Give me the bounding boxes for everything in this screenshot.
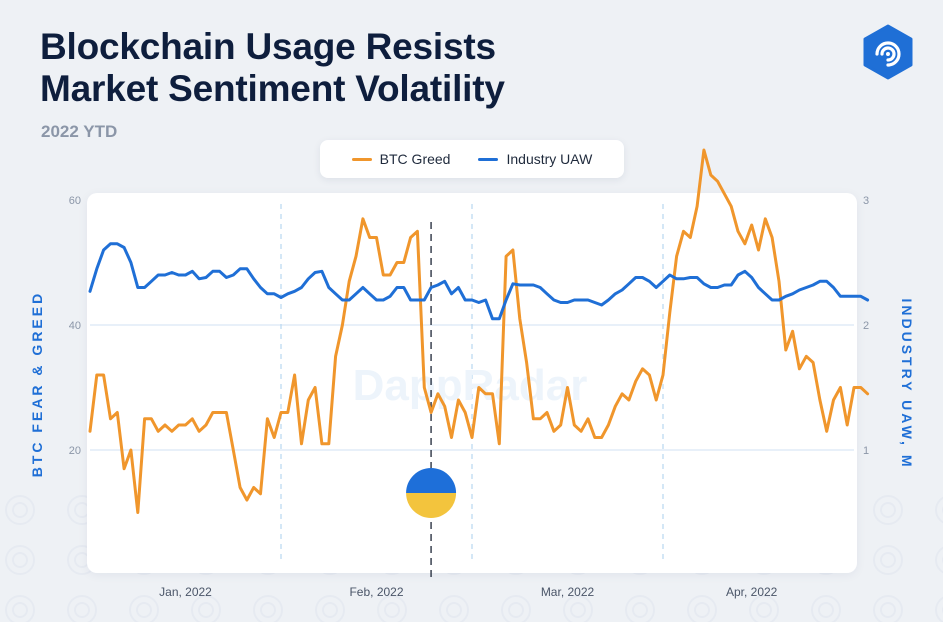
pattern-ring-icon (687, 595, 717, 622)
series-line-btc-greed (88, 148, 870, 514)
pattern-ring-icon (935, 496, 943, 524)
pattern-ring-icon (873, 595, 903, 622)
pattern-ring-icon (811, 595, 841, 622)
legend-swatch-uaw (478, 157, 499, 161)
x-tick-label: Jan, 2022 (159, 585, 212, 599)
right-tick-label: 3 (863, 195, 869, 207)
chart-series (88, 148, 870, 514)
chart-legend: BTC Greed Industry UAW (320, 140, 624, 178)
pattern-ring-icon (5, 495, 35, 525)
ukraine-flag-icon (406, 467, 457, 518)
pattern-ring-icon (377, 595, 407, 622)
pattern-ring-icon (625, 595, 655, 622)
pattern-ring-icon (563, 595, 593, 622)
right-tick-label: 1 (863, 445, 869, 457)
pattern-ring-icon (5, 545, 35, 575)
left-tick-label: 20 (69, 445, 81, 457)
pattern-ring-icon (5, 595, 35, 622)
pattern-ring-icon (315, 595, 345, 622)
pattern-ring-icon (439, 595, 469, 622)
pattern-ring-icon (873, 545, 903, 575)
right-tick-label: 2 (863, 320, 869, 332)
x-tick-label: Apr, 2022 (726, 585, 778, 599)
pattern-ring-icon (501, 595, 531, 622)
page-title: Blockchain Usage Resists Market Sentimen… (40, 26, 505, 110)
legend-item-btc-greed[interactable]: BTC Greed (351, 151, 451, 167)
legend-label-uaw: Industry UAW (506, 151, 593, 167)
pattern-ring-icon (67, 595, 97, 622)
title-line-2: Market Sentiment Volatility (40, 68, 505, 109)
pattern-ring-icon (935, 546, 943, 574)
event-marker (406, 222, 457, 580)
right-axis-title: INDUSTRY UAW, M (899, 298, 915, 470)
left-axis-title: BTC FEAR & GREED (29, 290, 45, 478)
subtitle: 2022 YTD (41, 122, 118, 141)
x-tick-label: Mar, 2022 (541, 585, 595, 599)
title-line-1: Blockchain Usage Resists (40, 26, 496, 67)
pattern-ring-icon (253, 595, 283, 622)
x-tick-label: Feb, 2022 (349, 585, 403, 599)
axis-ticks: 20 40 60 1 2 3 Jan, 2022 Feb, 2022 Mar, 2022 Apr,… (69, 195, 869, 599)
chart-grid (90, 204, 854, 559)
legend-label-btc: BTC Greed (379, 151, 451, 167)
dappradar-logo-icon (863, 24, 913, 80)
pattern-ring-icon (873, 495, 903, 525)
pattern-ring-icon (749, 595, 779, 622)
left-tick-label: 60 (69, 195, 81, 207)
watermark-text: DappRadar (353, 361, 588, 410)
legend-item-industry-uaw[interactable]: Industry UAW (478, 151, 592, 167)
left-tick-label: 40 (69, 320, 81, 332)
series-line-industry-uaw (88, 242, 870, 321)
pattern-ring-icon (191, 595, 221, 622)
pattern-ring-icon (129, 595, 159, 622)
legend-swatch-btc (351, 157, 372, 161)
pattern-ring-icon (935, 596, 943, 622)
